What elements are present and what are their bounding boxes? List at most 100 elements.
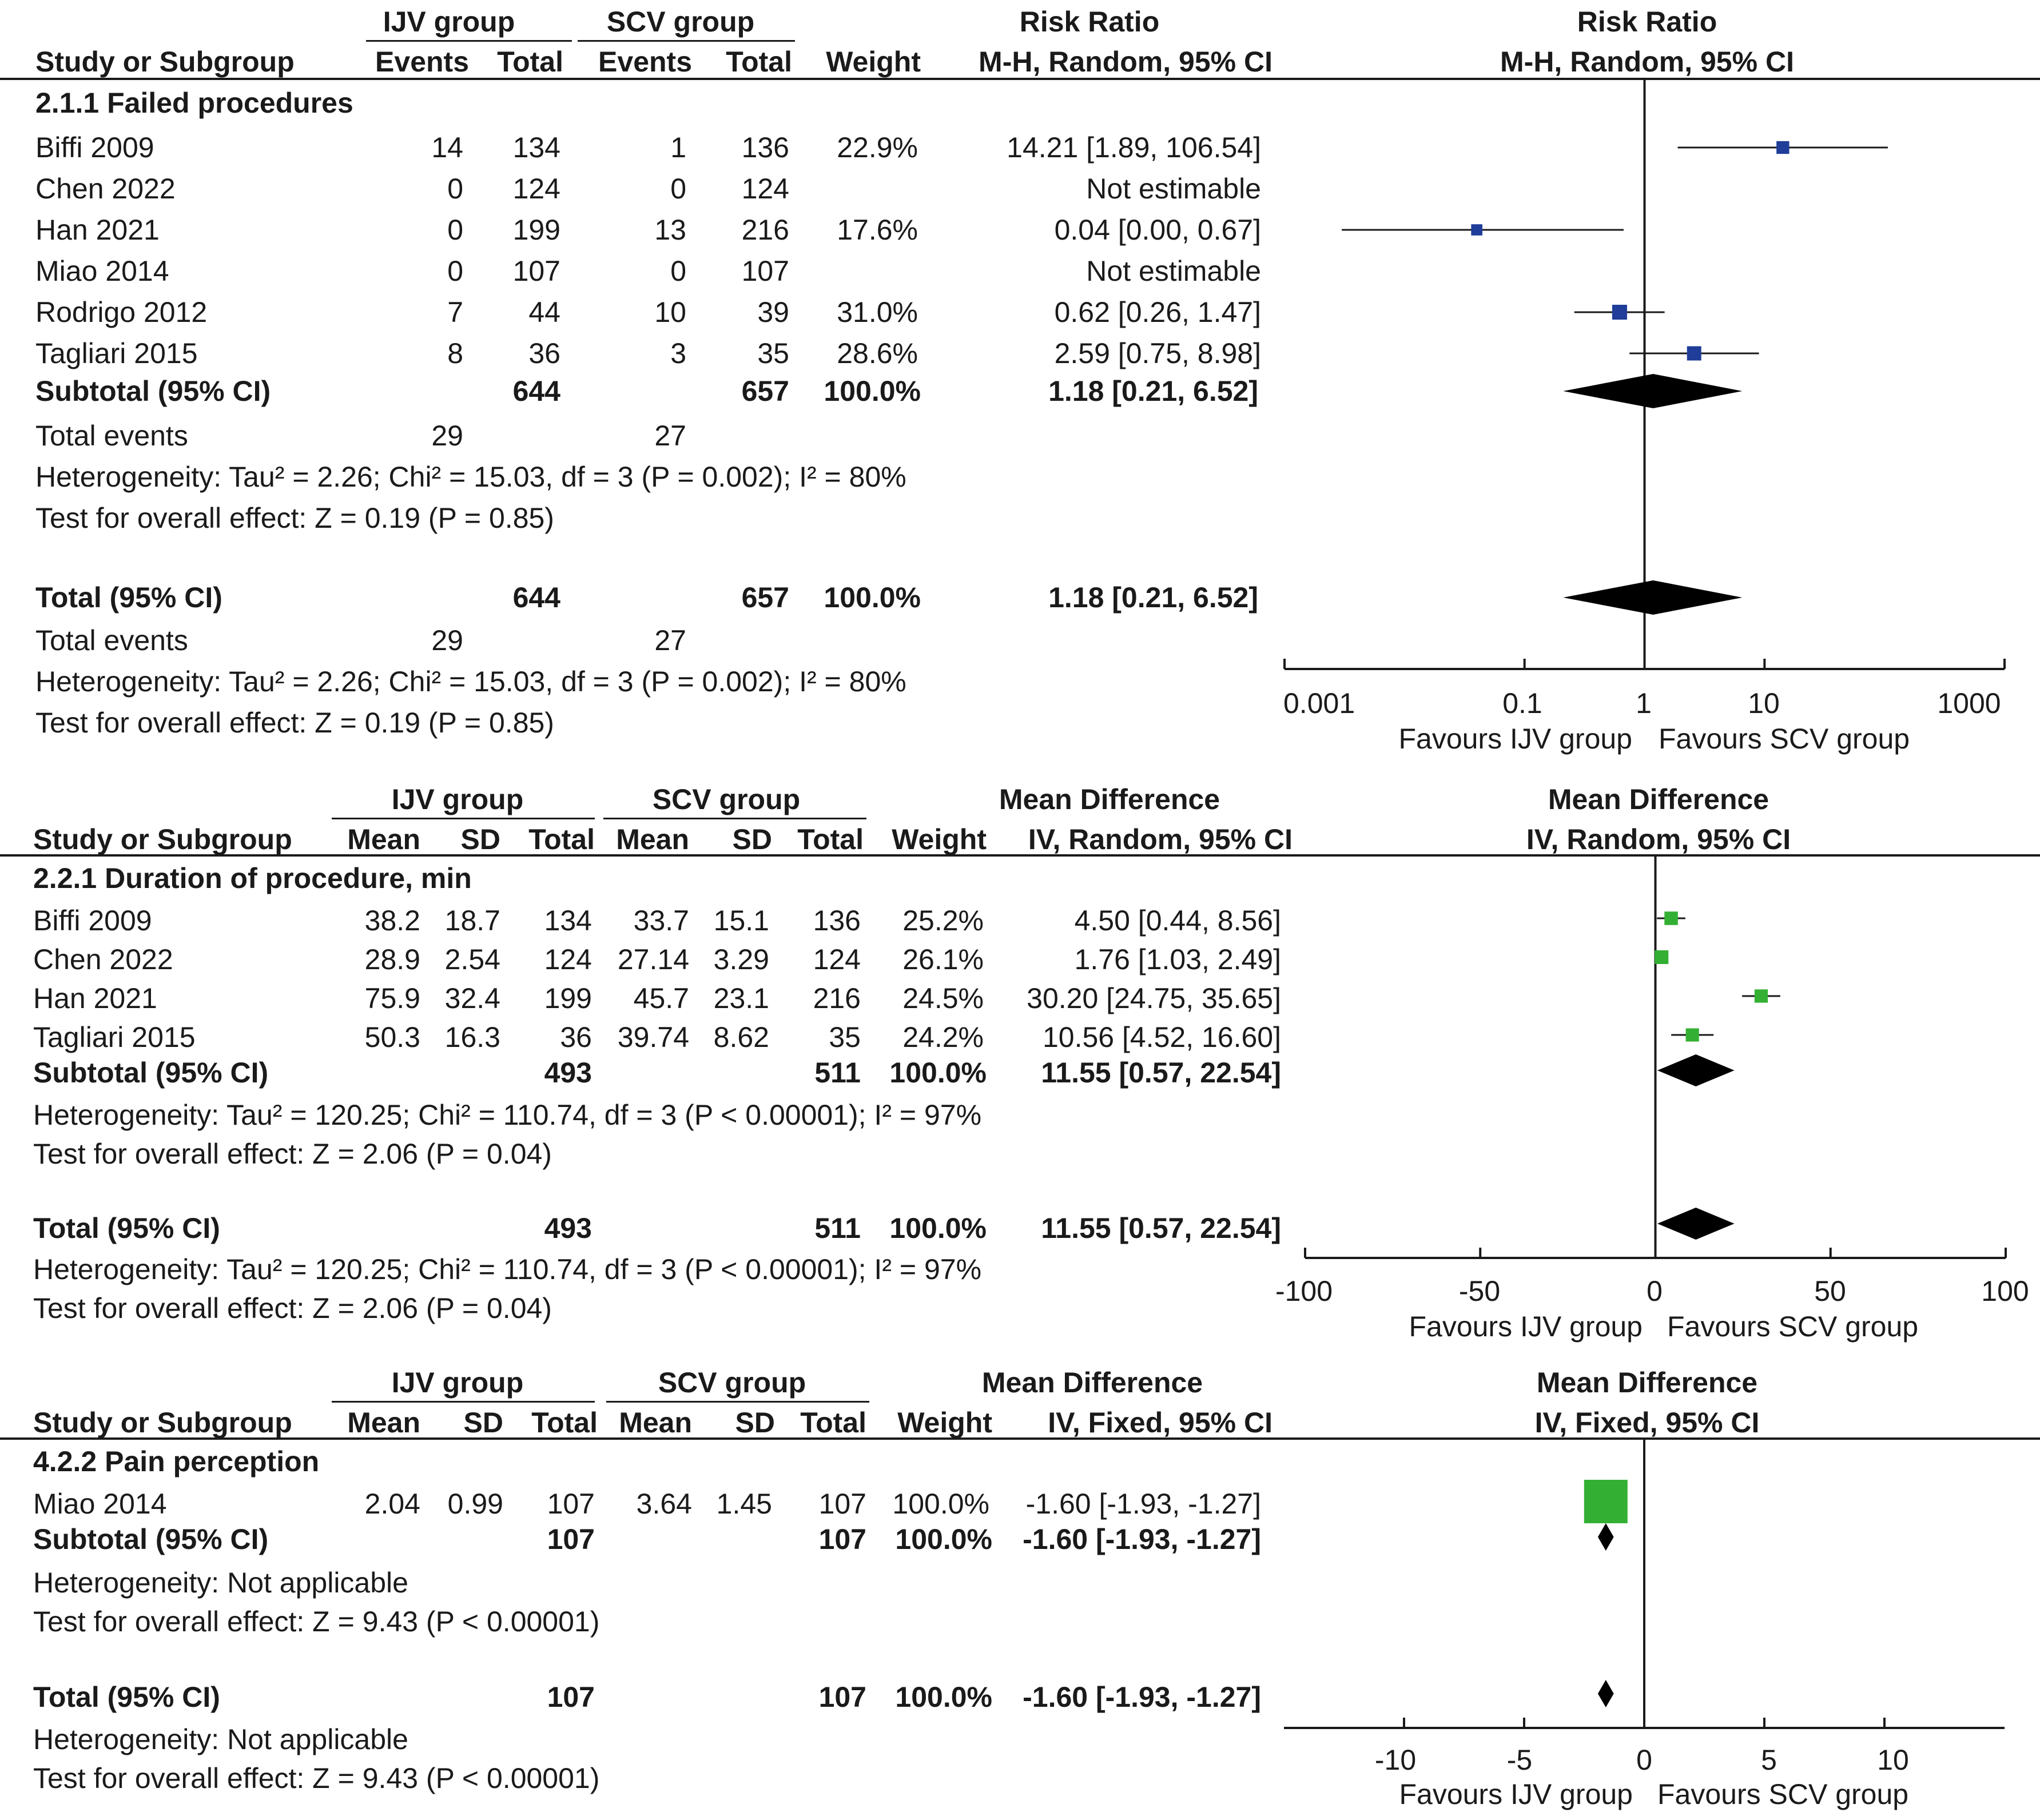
effect-ci: 1.76 [1.03, 2.49] (1074, 943, 1281, 975)
total2: 107 (741, 255, 789, 287)
study-marker (1612, 305, 1627, 320)
mean2: 33.7 (633, 905, 689, 937)
mean1: 2.04 (364, 1488, 420, 1520)
heterogeneity-text: Heterogeneity: Not applicable (33, 1567, 408, 1599)
sd2: 15.1 (713, 905, 769, 937)
measure-header: Mean Difference (981, 1367, 1203, 1399)
tick-label: 0 (1647, 1275, 1663, 1307)
total-events1: 29 (431, 624, 463, 656)
study-marker (1687, 346, 1701, 361)
total1-col-header: Total (528, 823, 595, 855)
tick-label: 5 (1761, 1744, 1777, 1776)
study-name: Miao 2014 (33, 1488, 167, 1520)
subtotal-diamond (1597, 1523, 1614, 1551)
subtotal-diamond (1563, 374, 1743, 408)
total-total2: 107 (818, 1681, 866, 1713)
effect-ci: 14.21 [1.89, 106.54] (1007, 132, 1261, 164)
weight-col-header: Weight (897, 1407, 992, 1439)
overall-effect-text: Test for overall effect: Z = 0.19 (P = 0… (35, 707, 554, 739)
subtotal-total2: 657 (741, 375, 789, 407)
subtotal-total1: 644 (512, 375, 560, 407)
total2: 216 (813, 982, 861, 1014)
weight: 22.9% (837, 132, 918, 164)
method-col-header: IV, Random, 95% CI (1028, 823, 1293, 855)
total-ci: 1.18 [0.21, 6.52] (1048, 582, 1258, 614)
total-label: Total (95% CI) (33, 1212, 220, 1244)
measure-header: Risk Ratio (1019, 6, 1160, 38)
weight: 24.2% (902, 1021, 984, 1053)
sd1: 2.54 (444, 943, 500, 975)
sd2: 23.1 (713, 982, 769, 1014)
total-events-label: Total events (35, 624, 188, 656)
events1-col-header: Events (375, 46, 469, 78)
total-label: Total (95% CI) (35, 582, 222, 614)
effect-ci: 10.56 [4.52, 16.60] (1042, 1021, 1281, 1053)
heterogeneity-text: Heterogeneity: Tau² = 2.26; Chi² = 15.03… (35, 461, 906, 493)
events2: 0 (670, 173, 686, 205)
total-weight: 100.0% (895, 1681, 992, 1713)
weight: 24.5% (902, 982, 984, 1014)
total-total1: 493 (544, 1212, 592, 1244)
plot-method-header: IV, Fixed, 95% CI (1534, 1407, 1760, 1439)
tick-label: -50 (1458, 1275, 1501, 1307)
header-rule (0, 1437, 2040, 1440)
subgroup-title: 2.2.1 Duration of procedure, min (33, 862, 472, 894)
study-marker (1776, 141, 1790, 154)
overall-effect-text: Test for overall effect: Z = 2.06 (P = 0… (33, 1292, 552, 1324)
events1: 8 (447, 337, 463, 369)
subtotal-weight: 100.0% (889, 1057, 987, 1089)
study-name: Chen 2022 (35, 173, 176, 205)
total1-col-header: Total (531, 1407, 598, 1439)
study-col-header: Study or Subgroup (33, 823, 292, 855)
sd2-col-header: SD (732, 823, 772, 855)
header-rule (0, 854, 2040, 857)
total2: 136 (741, 132, 789, 164)
sd1-col-header: SD (460, 823, 500, 855)
total1: 107 (512, 255, 560, 287)
events2: 1 (670, 132, 686, 164)
tick-label: 0.1 (1502, 687, 1542, 719)
total-total2: 511 (814, 1212, 861, 1244)
favours-right-label: Favours SCV group (1659, 723, 1910, 755)
total2: 39 (757, 296, 789, 328)
overall-effect-text: Test for overall effect: Z = 9.43 (P < 0… (33, 1606, 600, 1638)
favours-left-label: Favours IJV group (1398, 723, 1632, 755)
subgroup-title: 2.1.1 Failed procedures (35, 87, 353, 119)
study-col-header: Study or Subgroup (35, 46, 295, 78)
total2: 216 (741, 214, 789, 246)
group2-underline (603, 818, 866, 819)
total-weight: 100.0% (824, 582, 921, 614)
subtotal-weight: 100.0% (824, 375, 921, 407)
tick-label: 0.001 (1283, 687, 1355, 719)
weight: 28.6% (837, 337, 918, 369)
tick-label: 1 (1636, 687, 1652, 719)
group1-header: IJV group (383, 6, 515, 38)
total1-col-header: Total (497, 46, 563, 78)
total-total1: 107 (547, 1681, 595, 1713)
subtotal-events2: 27 (654, 420, 686, 452)
study-marker (1655, 950, 1669, 964)
study-name: Biffi 2009 (33, 905, 152, 937)
subtotal-ci: -1.60 [-1.93, -1.27] (1023, 1523, 1261, 1555)
events1: 0 (447, 214, 463, 246)
total-events2: 27 (654, 624, 686, 656)
tick-label: -10 (1374, 1744, 1417, 1776)
effect-ci: 30.20 [24.75, 35.65] (1027, 982, 1281, 1014)
group2-header: SCV group (658, 1367, 806, 1399)
mean1: 75.9 (364, 982, 420, 1014)
events1: 14 (431, 132, 463, 164)
mean1: 50.3 (364, 1021, 420, 1053)
group1-header: IJV group (391, 1367, 524, 1399)
group2-header: SCV group (652, 783, 801, 815)
effect-ci: 0.62 [0.26, 1.47] (1054, 296, 1261, 328)
favours-left-label: Favours IJV group (1409, 1311, 1643, 1343)
total-diamond (1597, 1680, 1614, 1707)
group1-underline (332, 1401, 595, 1403)
total1: 134 (544, 905, 592, 937)
sd2-col-header: SD (735, 1407, 775, 1439)
subgroup-title: 4.2.2 Pain perception (33, 1445, 320, 1477)
total2-col-header: Total (800, 1407, 866, 1439)
sd2: 1.45 (716, 1488, 772, 1520)
events1: 7 (447, 296, 463, 328)
